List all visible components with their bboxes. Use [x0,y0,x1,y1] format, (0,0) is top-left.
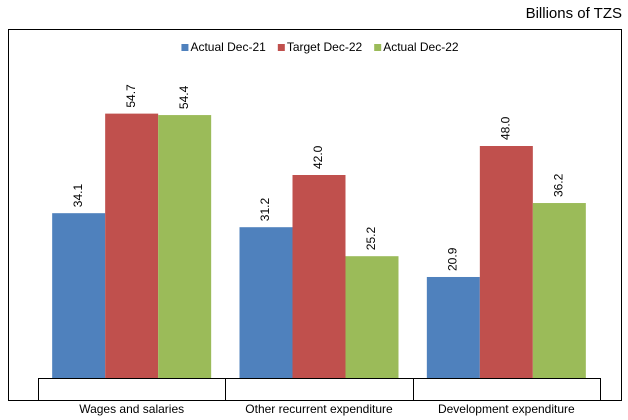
bar [158,115,212,379]
bar [532,203,586,378]
value-label: 54.7 [124,84,138,108]
legend-label: Actual Dec-22 [383,40,459,54]
legend-label: Actual Dec-21 [190,40,266,54]
value-label: 42.0 [311,145,325,169]
value-label: 48.0 [499,116,513,140]
bar [239,227,293,378]
legend-swatch [181,44,189,51]
bar [479,146,533,378]
bar [426,276,480,378]
bar [105,113,159,378]
bar [52,213,106,378]
value-label: 25.2 [364,227,378,251]
value-label: 31.2 [258,198,272,222]
unit-label: Billions of TZS [526,5,622,22]
value-label: 20.9 [446,247,460,271]
x-tick-label: Other recurrent expenditure [245,402,393,416]
bar [345,256,399,378]
value-label: 34.1 [71,184,85,208]
x-tick-label: Development expenditure [438,402,575,416]
x-tick-label: Wages and salaries [79,402,184,416]
bar [292,175,346,378]
value-label: 54.4 [177,85,191,109]
legend-label: Target Dec-22 [287,40,363,54]
frame [8,29,622,401]
value-label: 36.2 [552,173,566,197]
legend-swatch [374,44,382,51]
legend-swatch [277,44,285,51]
